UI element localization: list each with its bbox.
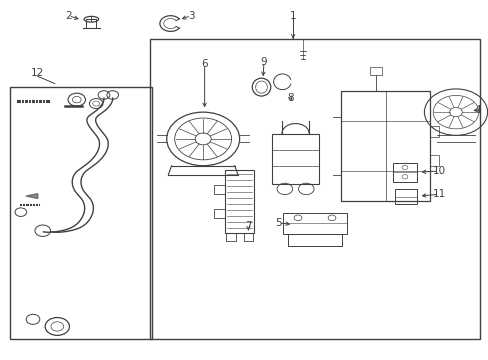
Text: 1: 1: [289, 11, 296, 21]
Text: 6: 6: [201, 59, 207, 69]
Text: 5: 5: [275, 218, 281, 228]
Text: 8: 8: [287, 93, 293, 103]
Text: 11: 11: [431, 189, 445, 199]
Bar: [149, 39, 479, 339]
Bar: [224, 170, 254, 233]
Text: 12: 12: [31, 68, 44, 78]
Bar: [214, 208, 224, 217]
Bar: [429, 126, 438, 137]
Bar: [272, 134, 318, 184]
Polygon shape: [26, 194, 38, 199]
Bar: [214, 185, 224, 194]
Text: 3: 3: [187, 11, 194, 21]
Bar: [394, 189, 416, 204]
Bar: [340, 91, 429, 202]
Bar: [86, 19, 96, 28]
Bar: [283, 213, 346, 234]
Bar: [10, 87, 152, 339]
Text: 4: 4: [473, 105, 480, 115]
Text: 10: 10: [431, 166, 445, 176]
Bar: [225, 233, 235, 240]
Text: 2: 2: [65, 11, 72, 21]
Text: 7: 7: [244, 221, 251, 231]
Bar: [369, 67, 381, 75]
Bar: [429, 155, 438, 166]
Bar: [243, 233, 253, 240]
Text: 9: 9: [260, 57, 267, 67]
Bar: [287, 234, 341, 246]
Bar: [392, 163, 416, 182]
